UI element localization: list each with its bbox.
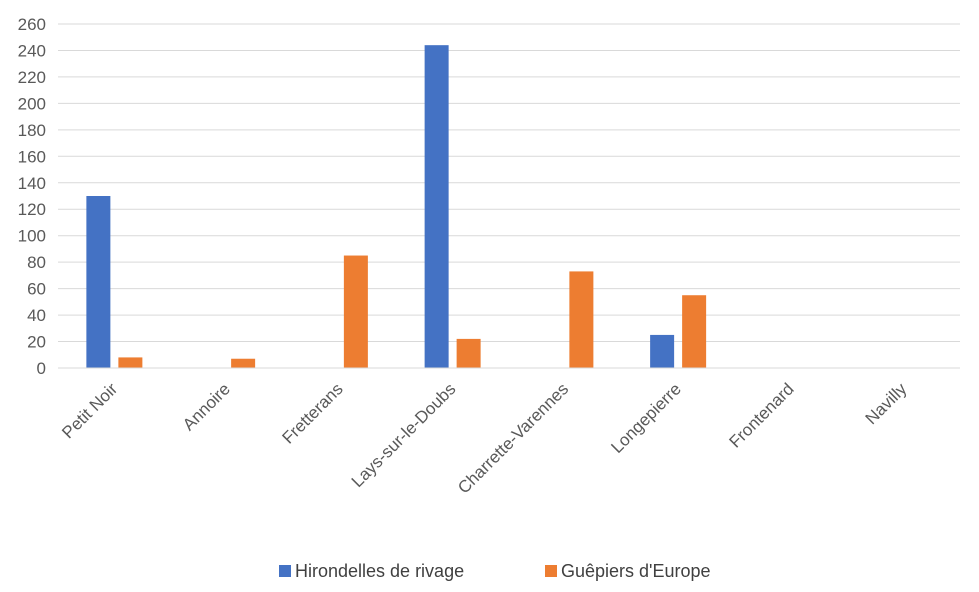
x-category-label: Petit Noir	[58, 379, 121, 442]
bar-hirondelles-5	[650, 334, 675, 368]
legend-label: Guêpiers d'Europe	[561, 561, 711, 581]
bar-guepiers-5	[682, 295, 707, 368]
bar-guepiers-0	[118, 357, 143, 368]
x-axis-category-labels: Petit Noir Annoire Fretterans Lays-sur-le-D…	[58, 379, 910, 497]
y-tick-label: 100	[18, 227, 46, 246]
x-category-label: Fretterans	[278, 379, 346, 447]
x-category-label: Lays-sur-le-Doubs	[348, 379, 460, 491]
y-tick-label: 180	[18, 121, 46, 140]
y-tick-label: 200	[18, 94, 46, 113]
x-category-label: Charrette-Varennes	[454, 379, 572, 497]
legend-label: Hirondelles de rivage	[295, 561, 464, 581]
x-category-label: Annoire	[179, 379, 234, 434]
x-category-label: Frontenard	[725, 379, 797, 451]
x-category-label: Navilly	[862, 379, 911, 428]
bar-hirondelles-3	[424, 45, 449, 369]
y-tick-label: 120	[18, 200, 46, 219]
legend-swatch	[545, 565, 557, 577]
bars	[86, 45, 707, 369]
bar-guepiers-2	[343, 255, 368, 368]
y-tick-label: 0	[37, 359, 46, 378]
y-tick-label: 240	[18, 41, 46, 60]
legend-swatch	[279, 565, 291, 577]
y-tick-label: 160	[18, 147, 46, 166]
y-tick-label: 40	[27, 306, 46, 325]
y-tick-label: 220	[18, 68, 46, 87]
bar-hirondelles-0	[86, 196, 111, 368]
gridlines	[58, 23, 960, 343]
bar-guepiers-3	[456, 338, 481, 368]
y-tick-label: 260	[18, 15, 46, 34]
y-axis-ticks: 0 20 40 60 80 100 120 140 160 180 200 220 240 260	[18, 15, 46, 378]
bar-guepiers-4	[569, 271, 594, 368]
y-tick-label: 140	[18, 174, 46, 193]
y-tick-label: 20	[27, 333, 46, 352]
legend: Hirondelles de rivage Guêpiers d'Europe	[279, 561, 711, 581]
x-category-label: Longepierre	[607, 379, 685, 457]
y-tick-label: 60	[27, 280, 46, 299]
bar-guepiers-1	[231, 358, 256, 368]
y-tick-label: 80	[27, 253, 46, 272]
